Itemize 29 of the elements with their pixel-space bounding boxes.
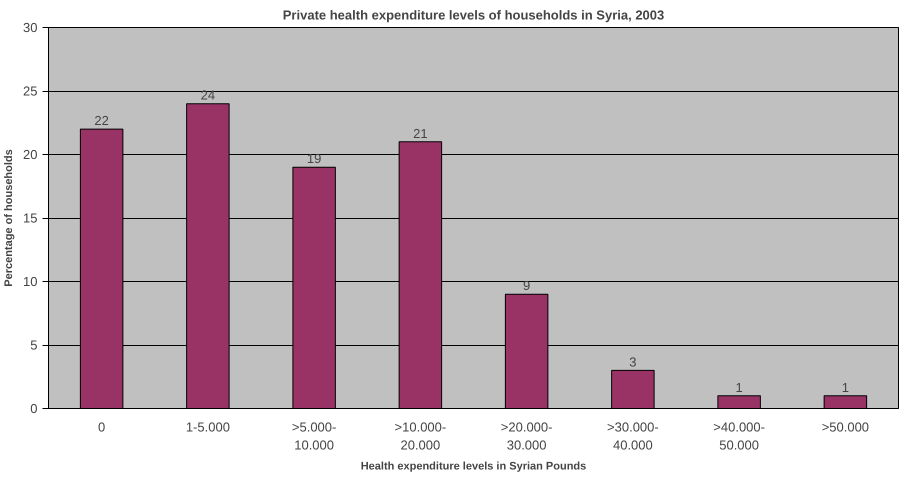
y-tick-label: 15: [23, 210, 38, 226]
data-label: 22: [94, 113, 109, 128]
data-label: 3: [629, 354, 636, 370]
bar: [611, 370, 655, 408]
y-tick-label: 5: [30, 338, 38, 352]
data-label: 21: [413, 126, 428, 141]
x-tick-label: >5.000- 10.000: [292, 420, 336, 452]
x-tick-label: >10.000- 20.000: [394, 420, 446, 452]
x-tick-label: 1-5.000: [186, 420, 230, 434]
y-tick-label: 25: [23, 84, 38, 98]
data-label: 24: [200, 88, 216, 103]
data-label: 9: [523, 278, 530, 294]
x-tick-label: >50.000: [822, 420, 870, 434]
data-label: 19: [306, 151, 322, 166]
y-axis-title: Percentage of households: [3, 149, 16, 287]
y-tick-label: 30: [23, 20, 38, 35]
y-tick-label: 20: [23, 147, 38, 162]
y-tick-label: 0: [30, 401, 38, 416]
x-axis-title: Health expenditure levels in Syrian Pounds: [360, 460, 586, 472]
x-tick-label: >40.000- 50.000: [713, 420, 765, 452]
x-tick-label: 0: [98, 420, 106, 434]
x-tick-label: >20.000- 30.000: [500, 420, 552, 452]
data-label: 1: [736, 380, 743, 395]
chart-title: Private health expenditure levels of households in Syria, 2003: [282, 8, 664, 22]
bar: [717, 395, 761, 408]
bar: [824, 395, 868, 408]
y-tick-label: 10: [23, 274, 38, 289]
data-label: 1: [842, 380, 849, 395]
x-tick-label: >30.000- 40.000: [607, 420, 659, 452]
